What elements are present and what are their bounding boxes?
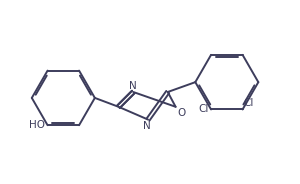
Text: N: N: [129, 81, 137, 91]
Text: Cl: Cl: [244, 98, 254, 108]
Text: Cl: Cl: [199, 105, 209, 114]
Text: HO: HO: [28, 120, 45, 130]
Text: O: O: [178, 108, 186, 118]
Text: N: N: [143, 121, 151, 131]
